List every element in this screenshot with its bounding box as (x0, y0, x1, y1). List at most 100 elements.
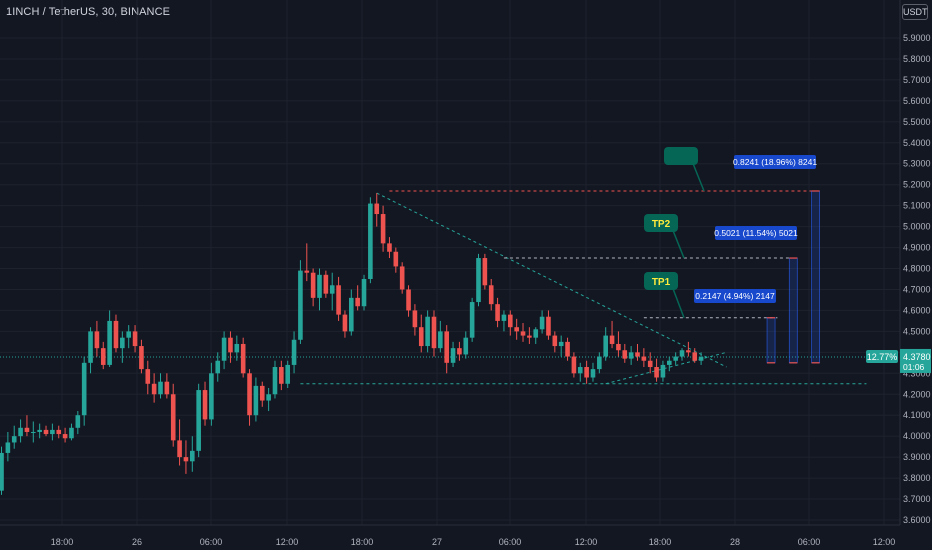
candle-body (565, 341, 570, 357)
price-tick-label: 5.1000 (903, 201, 931, 211)
candle-body (590, 369, 596, 378)
price-tick-label: 4.3000 (903, 368, 931, 378)
candle-body (552, 335, 558, 347)
drawings (0, 190, 900, 385)
price-tick-label: 3.9000 (903, 452, 931, 462)
measure-bar (788, 257, 798, 364)
candle-body (215, 360, 221, 374)
price-tick-label: 4.6000 (903, 305, 931, 315)
time-tick-label: 26 (132, 537, 142, 547)
candle-body (584, 367, 589, 378)
time-tick-label: 06:00 (499, 537, 522, 547)
candle-body (139, 346, 144, 370)
candle-body (698, 356, 704, 361)
candle-body (56, 429, 62, 435)
measure-box (734, 155, 816, 169)
price-tick-label: 5.2000 (903, 180, 931, 190)
candle-body (43, 429, 49, 435)
candle-body (266, 394, 271, 401)
candle-body (641, 356, 647, 361)
candle-body (132, 331, 138, 347)
candle-body (279, 367, 284, 384)
target-callout-2: TP2 (644, 214, 685, 259)
price-tick-label: 5.5000 (903, 117, 931, 127)
candle-body (647, 360, 653, 368)
candle-body (577, 367, 583, 374)
candle-body (31, 431, 36, 433)
change-badge (866, 349, 898, 363)
candle-body (412, 310, 418, 328)
measure-label-1: 0.2147 (4.94%) 2147 (694, 289, 776, 303)
candle-body (107, 320, 112, 365)
candle-body (5, 442, 11, 453)
candle-body (673, 356, 678, 361)
candle-body (686, 350, 691, 353)
candle-body (100, 348, 106, 365)
candle-body (514, 327, 519, 332)
price-tick-label: 4.7000 (903, 284, 931, 294)
candle-body (508, 314, 513, 328)
candle-body (145, 369, 151, 384)
candle-body (0, 452, 4, 491)
time-tick-label: 18:00 (351, 537, 374, 547)
measure-label-3: 0.8241 (18.96%) 8241 (733, 155, 817, 169)
candle-body (247, 373, 252, 416)
candle-body (558, 341, 564, 347)
candle-body (380, 214, 386, 244)
candle-body (24, 427, 30, 432)
candle-body (654, 367, 659, 378)
candle-body (527, 335, 532, 338)
measure-text: 0.2147 (4.94%) 2147 (695, 291, 775, 301)
candle-body (463, 337, 469, 355)
candle-body (355, 297, 360, 307)
candle-body (151, 383, 157, 395)
price-tick-label: 5.3000 (903, 159, 931, 169)
candle-body (62, 434, 68, 439)
bar-countdown: 01:06 (903, 362, 925, 372)
targets: TP1 0.2147 (4.94%) 2147 TP2 0.5021 (11.54%)… (644, 147, 820, 364)
price-tick-label: 5.9000 (903, 33, 931, 43)
candle-body (170, 394, 176, 441)
candle-body (202, 390, 208, 420)
candle-body (679, 350, 685, 357)
time-axis: 18:00 26 06:00 12:00 18:00 27 06:00 12:00 18:00 2… (0, 524, 900, 547)
candle-body (336, 285, 341, 315)
measure-box (694, 289, 776, 303)
candle-body (438, 331, 443, 349)
candle-body (667, 360, 672, 365)
price-tick-label: 5.6000 (903, 96, 931, 106)
candle-body (482, 258, 488, 286)
candle-body (329, 285, 335, 294)
currency-selector[interactable]: USDT (902, 4, 928, 20)
candle-body (253, 385, 259, 416)
time-tick-label: 12:00 (873, 537, 896, 547)
candle-body (450, 348, 456, 363)
measure-text: 0.8241 (18.96%) 8241 (733, 157, 817, 167)
callout-box (644, 214, 678, 232)
symbol-title: 1INCH / TetherUS, 30, BINANCE (6, 6, 171, 18)
candle-body (399, 266, 405, 290)
candle-body (11, 436, 17, 443)
candle-body (126, 331, 131, 338)
candle-body (425, 316, 430, 347)
candle-body (317, 274, 322, 298)
price-tick-label: 4.2000 (903, 389, 931, 399)
candle-body (221, 337, 227, 361)
candle-body (234, 343, 240, 353)
candle-body (692, 352, 698, 361)
time-tick-label: 06:00 (798, 537, 821, 547)
change-percent: 12.77% (867, 352, 898, 362)
candle-body (196, 390, 201, 451)
callout-label: TP2 (652, 219, 671, 230)
candle-body (310, 272, 316, 298)
candle-body (298, 270, 303, 340)
candle-body (431, 316, 437, 349)
trend-line (605, 351, 727, 385)
measure-box (715, 226, 797, 240)
candle-body (488, 285, 494, 305)
callout-box (644, 272, 678, 290)
candle-body (304, 270, 310, 273)
measure-bar (766, 317, 776, 364)
